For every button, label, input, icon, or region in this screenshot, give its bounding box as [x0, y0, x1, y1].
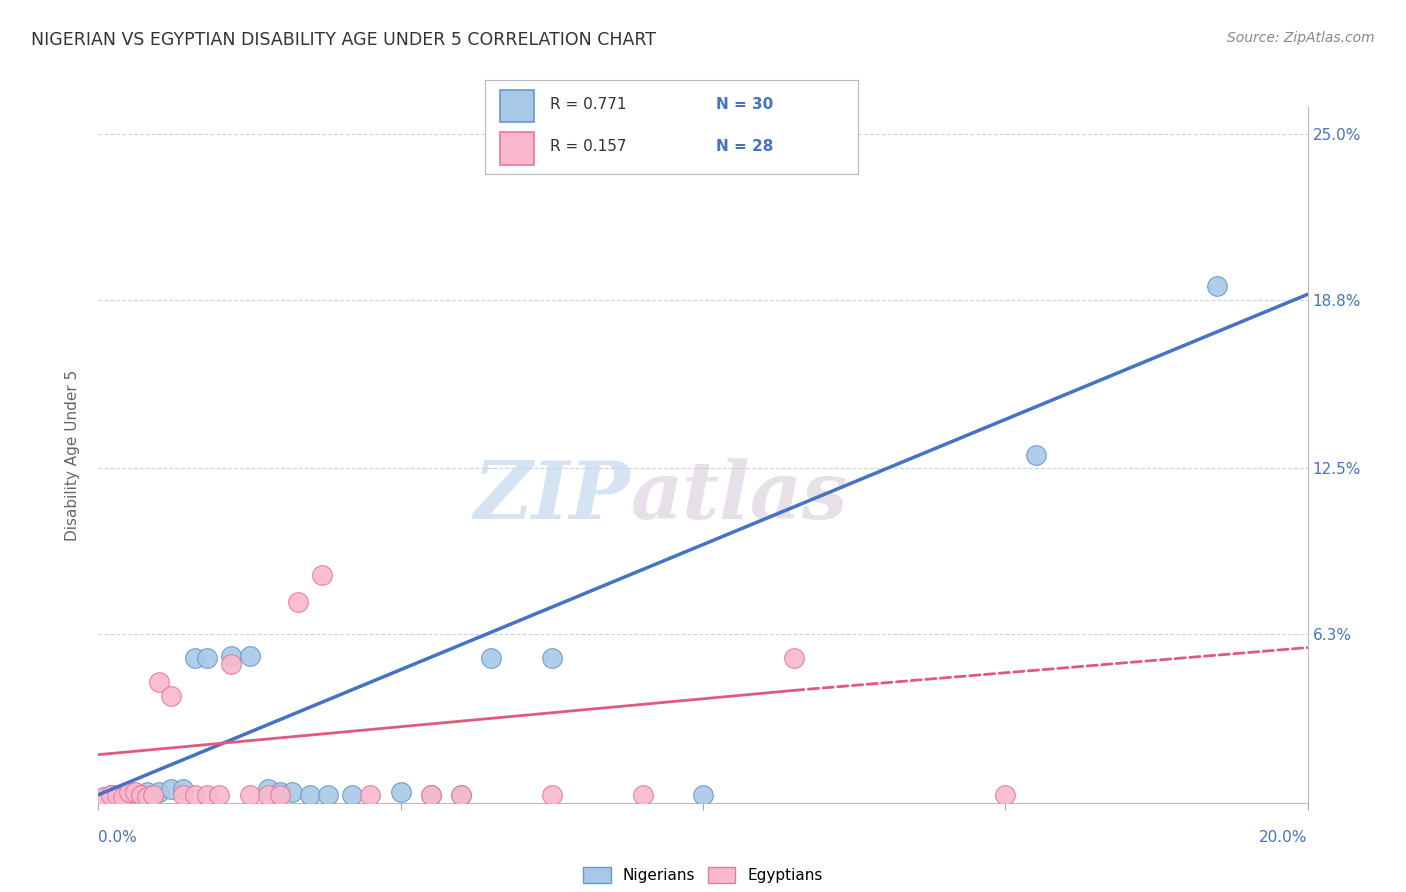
Point: [135, 790, 157, 805]
Text: R = 0.771: R = 0.771: [550, 97, 627, 112]
Text: ZIP: ZIP: [474, 458, 630, 535]
Point: [420, 788, 443, 802]
Point: [481, 651, 503, 665]
Point: [124, 788, 146, 802]
Text: Source: ZipAtlas.com: Source: ZipAtlas.com: [1227, 31, 1375, 45]
Text: 0.0%: 0.0%: [98, 830, 138, 845]
Point: [239, 648, 262, 663]
Point: [316, 788, 339, 802]
Point: [93, 790, 115, 805]
Point: [450, 788, 472, 802]
Point: [342, 788, 364, 802]
Point: [269, 785, 291, 799]
Point: [111, 790, 134, 805]
Point: [299, 788, 322, 802]
Point: [783, 651, 806, 665]
Point: [105, 790, 128, 805]
Point: [93, 790, 115, 805]
Point: [208, 788, 231, 802]
Point: [118, 790, 141, 805]
Point: [256, 782, 278, 797]
Legend: Nigerians, Egyptians: Nigerians, Egyptians: [576, 861, 830, 889]
Point: [1024, 448, 1046, 462]
Point: [172, 788, 194, 802]
Text: R = 0.157: R = 0.157: [550, 139, 627, 154]
Point: [160, 782, 183, 797]
Point: [100, 788, 122, 802]
Point: [195, 651, 218, 665]
Point: [287, 595, 309, 609]
Point: [311, 568, 333, 582]
Point: [105, 788, 128, 802]
Point: [142, 788, 165, 802]
FancyBboxPatch shape: [501, 132, 533, 164]
Text: atlas: atlas: [630, 458, 848, 535]
Point: [221, 648, 243, 663]
Point: [450, 788, 472, 802]
Point: [118, 785, 141, 799]
Text: 20.0%: 20.0%: [1260, 830, 1308, 845]
Text: NIGERIAN VS EGYPTIAN DISABILITY AGE UNDER 5 CORRELATION CHART: NIGERIAN VS EGYPTIAN DISABILITY AGE UNDE…: [31, 31, 657, 49]
Point: [142, 788, 165, 802]
Point: [148, 675, 170, 690]
Point: [540, 651, 562, 665]
Point: [269, 788, 291, 802]
Point: [111, 788, 134, 802]
Point: [184, 651, 207, 665]
Point: [221, 657, 243, 671]
Point: [256, 788, 278, 802]
FancyBboxPatch shape: [501, 89, 533, 122]
Y-axis label: Disability Age Under 5: Disability Age Under 5: [65, 369, 80, 541]
Point: [135, 785, 157, 799]
Point: [692, 788, 714, 802]
Point: [184, 788, 207, 802]
Point: [129, 788, 152, 802]
Point: [100, 788, 122, 802]
Point: [129, 788, 152, 802]
Point: [239, 788, 262, 802]
Text: N = 30: N = 30: [716, 97, 773, 112]
Point: [124, 785, 146, 799]
Point: [160, 689, 183, 703]
Point: [360, 788, 382, 802]
Point: [281, 785, 304, 799]
Point: [631, 788, 654, 802]
Point: [148, 785, 170, 799]
Point: [540, 788, 562, 802]
Point: [195, 788, 218, 802]
Point: [420, 788, 443, 802]
Point: [1206, 279, 1229, 293]
Point: [389, 785, 412, 799]
Point: [172, 782, 194, 797]
Text: N = 28: N = 28: [716, 139, 773, 154]
Point: [994, 788, 1017, 802]
